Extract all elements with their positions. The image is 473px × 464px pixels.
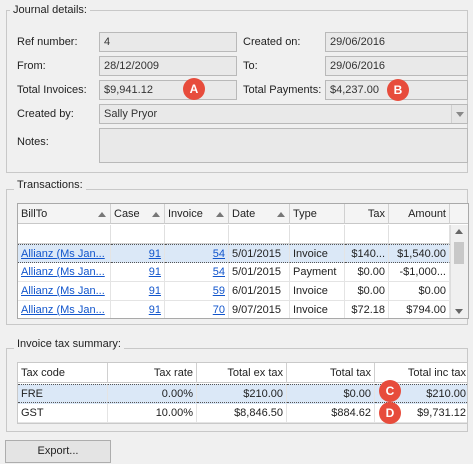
type-cell: Invoice [290, 282, 345, 301]
marker-a: A [183, 78, 205, 100]
tax-cell: $0.00 [345, 263, 389, 282]
table-row[interactable]: GST 10.00% $8,846.50 $884.62 $9,731.12 [18, 404, 467, 423]
type-cell: Invoice [290, 244, 345, 263]
created-by-dropdown[interactable]: Sally Pryor [99, 104, 468, 124]
tax-cell: $140... [345, 244, 389, 263]
table-row[interactable]: Allianz (Ms Jan... 91 59 6/01/2015 Invoi… [18, 282, 450, 301]
col-header-date[interactable]: Date [229, 204, 290, 224]
total-ex-tax-cell: $210.00 [197, 384, 287, 403]
tax-rate-cell: 0.00% [108, 384, 197, 403]
billto-link[interactable]: Allianz (Ms Jan... [18, 263, 111, 282]
total-ex-tax-cell: $8,846.50 [197, 404, 287, 423]
total-inc-tax-cell: $210.00 [375, 384, 467, 403]
filter-amount[interactable] [389, 225, 450, 244]
journal-details-legend: Journal details: [10, 4, 90, 16]
ref-number-field[interactable]: 4 [99, 32, 237, 52]
case-link[interactable]: 91 [111, 263, 165, 282]
notes-field[interactable] [99, 128, 468, 163]
filter-tax[interactable] [345, 225, 389, 244]
total-tax-cell: $884.62 [287, 404, 375, 423]
col-header-case[interactable]: Case [111, 204, 165, 224]
col-header-total-tax[interactable]: Total tax [287, 363, 375, 383]
tax-cell: $72.18 [345, 301, 389, 318]
total-tax-cell: $0.00 [287, 384, 375, 403]
scroll-up-icon[interactable] [455, 229, 463, 234]
col-header-total-ex-tax[interactable]: Total ex tax [197, 363, 287, 383]
transactions-legend: Transactions: [14, 179, 86, 191]
marker-d: D [379, 402, 401, 424]
to-label: To: [243, 60, 258, 72]
billto-link[interactable]: Allianz (Ms Jan... [18, 301, 111, 318]
billto-link[interactable]: Allianz (Ms Jan... [18, 244, 111, 263]
amount-cell: $1,540.00 [389, 244, 450, 263]
total-invoices-label: Total Invoices: [17, 84, 87, 96]
sort-ascending-icon [152, 212, 160, 217]
marker-b: B [387, 79, 409, 101]
created-on-field[interactable]: 29/06/2016 [325, 32, 468, 52]
filter-billto[interactable] [18, 225, 111, 244]
created-by-label: Created by: [17, 108, 74, 120]
case-link[interactable]: 91 [111, 301, 165, 318]
tax-summary-legend: Invoice tax summary: [14, 338, 124, 350]
invoice-link[interactable]: 54 [165, 244, 229, 263]
total-payments-label: Total Payments: [243, 84, 322, 96]
from-field[interactable]: 28/12/2009 [99, 56, 237, 76]
header-filler [450, 204, 468, 224]
sort-ascending-icon [98, 212, 106, 217]
sort-ascending-icon [277, 212, 285, 217]
tax-code-cell: FRE [18, 384, 108, 403]
invoice-link[interactable]: 54 [165, 263, 229, 282]
case-link[interactable]: 91 [111, 244, 165, 263]
table-row[interactable]: Allianz (Ms Jan... 91 54 5/01/2015 Payme… [18, 263, 450, 282]
col-header-tax-rate[interactable]: Tax rate [108, 363, 197, 383]
col-header-type[interactable]: Type [290, 204, 345, 224]
date-cell: 9/07/2015 [229, 301, 290, 318]
total-invoices-field[interactable]: $9,941.12 [99, 80, 237, 100]
date-cell: 5/01/2015 [229, 244, 290, 263]
col-header-amount[interactable]: Amount [389, 204, 450, 224]
billto-link[interactable]: Allianz (Ms Jan... [18, 282, 111, 301]
tax-code-cell: GST [18, 404, 108, 423]
tax-cell: $0.00 [345, 282, 389, 301]
col-header-invoice[interactable]: Invoice [165, 204, 229, 224]
created-by-value: Sally Pryor [104, 108, 158, 120]
amount-cell: $0.00 [389, 282, 450, 301]
invoice-link[interactable]: 59 [165, 282, 229, 301]
total-inc-tax-cell: $9,731.12 [375, 404, 467, 423]
filter-date[interactable] [229, 225, 290, 244]
scroll-down-icon[interactable] [455, 309, 463, 314]
col-header-billto[interactable]: BillTo [18, 204, 111, 224]
date-cell: 6/01/2015 [229, 282, 290, 301]
export-button[interactable]: Export... [5, 440, 111, 463]
col-header-total-inc-tax[interactable]: Total inc tax [375, 363, 467, 383]
table-row[interactable]: Allianz (Ms Jan... 91 54 5/01/2015 Invoi… [18, 244, 450, 263]
table-row[interactable]: FRE 0.00% $210.00 $0.00 $210.00 [18, 384, 467, 404]
amount-cell: $794.00 [389, 301, 450, 318]
ref-number-label: Ref number: [17, 36, 78, 48]
col-header-tax-code[interactable]: Tax code [18, 363, 108, 383]
from-label: From: [17, 60, 46, 72]
chevron-down-icon[interactable] [451, 105, 467, 123]
vertical-scrollbar[interactable] [450, 225, 468, 318]
created-on-label: Created on: [243, 36, 301, 48]
case-link[interactable]: 91 [111, 282, 165, 301]
filter-type[interactable] [290, 225, 345, 244]
amount-cell: -$1,000... [389, 263, 450, 282]
date-cell: 5/01/2015 [229, 263, 290, 282]
sort-ascending-icon [216, 212, 224, 217]
filter-invoice[interactable] [165, 225, 229, 244]
tax-rate-cell: 10.00% [108, 404, 197, 423]
to-field[interactable]: 29/06/2016 [325, 56, 468, 76]
filter-case[interactable] [111, 225, 165, 244]
scroll-thumb[interactable] [454, 242, 464, 264]
type-cell: Invoice [290, 301, 345, 318]
transactions-grid[interactable]: BillTo Case Invoice Date Type Tax Amount… [17, 203, 469, 319]
invoice-link[interactable]: 70 [165, 301, 229, 318]
col-header-tax[interactable]: Tax [345, 204, 389, 224]
type-cell: Payment [290, 263, 345, 282]
marker-c: C [379, 380, 401, 402]
table-row[interactable]: Allianz (Ms Jan... 91 70 9/07/2015 Invoi… [18, 301, 450, 318]
notes-label: Notes: [17, 136, 49, 148]
